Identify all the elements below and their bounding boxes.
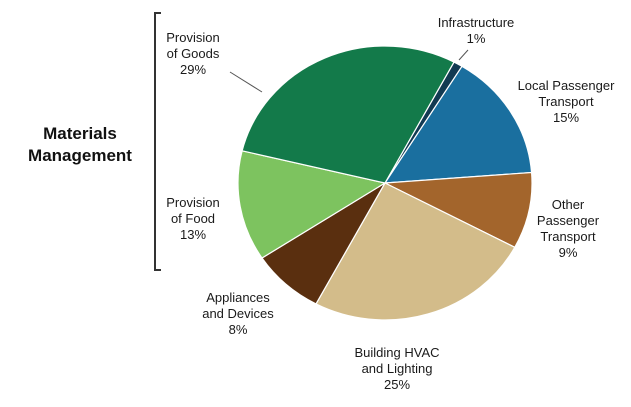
data-label-line: Appliances [206, 290, 270, 305]
data-label-provision-of-food: Provision of Food 13% [166, 195, 219, 242]
pie-slice-provision-of-food [237, 150, 387, 259]
data-label-line: 25% [384, 377, 410, 392]
data-label-line: Other [552, 197, 585, 212]
data-label-line: Provision [166, 195, 219, 210]
group-label-line: Materials [43, 124, 117, 143]
group-label-line: Management [28, 146, 132, 165]
data-label-line: Infrastructure [438, 15, 515, 30]
data-label-line: and Lighting [362, 361, 433, 376]
data-label-line: Transport [538, 94, 594, 109]
leader-line-provision-of-goods [229, 71, 263, 93]
labels-layer: Infrastructure 1%Local Passenger Transport… [28, 15, 615, 392]
pie-slice-local-passenger-transport [383, 65, 533, 184]
data-label-line: and Devices [202, 306, 274, 321]
leader-line-infrastructure [458, 49, 469, 61]
data-label-line: 13% [180, 227, 206, 242]
data-label-line: Local Passenger [518, 78, 616, 93]
data-label-appliances-and-devices: Appliances and Devices 8% [202, 290, 274, 337]
pie-slice-provision-of-goods [241, 45, 455, 184]
slices-layer [237, 45, 533, 321]
group-label-materials-management: Materials Management [28, 124, 132, 165]
data-label-line: Passenger [537, 213, 600, 228]
data-label-infrastructure: Infrastructure 1% [438, 15, 515, 46]
group-bracket [154, 12, 161, 271]
data-label-line: of Goods [167, 46, 220, 61]
materials-management-bracket [154, 12, 161, 271]
pie-slice-other-passenger-transport [382, 171, 533, 249]
data-label-line: 15% [553, 110, 579, 125]
data-label-other-passenger-transport: Other Passenger Transport 9% [537, 197, 600, 260]
data-label-line: Provision [166, 30, 219, 45]
data-label-line: Building HVAC [354, 345, 439, 360]
data-label-line: 1% [467, 31, 486, 46]
data-label-provision-of-goods: Provision of Goods 29% [166, 30, 220, 77]
data-label-line: 8% [229, 322, 248, 337]
leader-lines [229, 49, 469, 93]
data-label-building-hvac-and-lighting: Building HVAC and Lighting 25% [354, 345, 439, 392]
data-label-line: 9% [559, 245, 578, 260]
data-label-line: 29% [180, 62, 206, 77]
data-label-line: Transport [540, 229, 596, 244]
data-label-line: of Food [171, 211, 215, 226]
data-label-local-passenger-transport: Local Passenger Transport 15% [518, 78, 616, 125]
